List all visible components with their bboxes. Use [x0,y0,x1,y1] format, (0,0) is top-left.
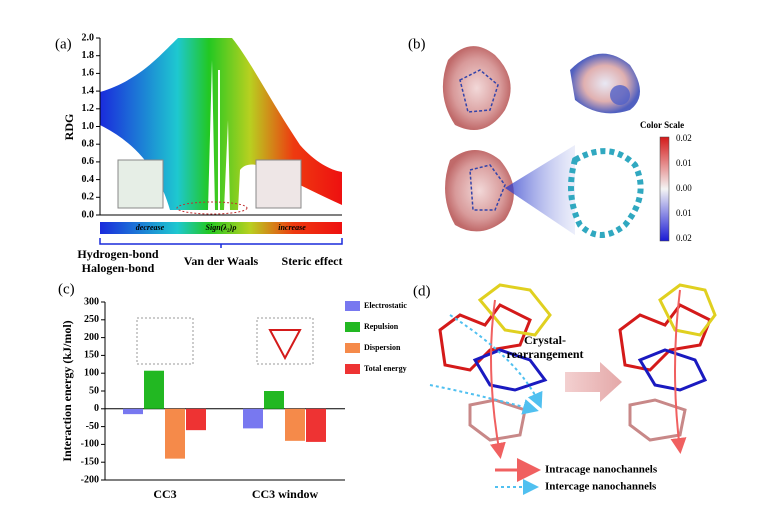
y-tick-label: 0.4 [82,174,95,185]
window-art [268,329,302,361]
x-tick-label: CC3 [153,487,176,501]
y-tick-label: -50 [86,421,99,432]
panel-label: (b) [408,36,426,52]
y-tick-label: -200 [81,474,99,485]
legend-swatch [345,322,360,332]
y-tick-label: 1.2 [82,103,95,114]
y-tick-label: -150 [81,456,99,467]
panel-label: (d) [413,283,431,299]
y-tick-label: 2.0 [82,32,95,43]
color-scale-label: 0.01 [676,158,692,168]
bar [243,408,263,429]
y-tick-label: 1.6 [82,68,95,79]
panel-label: (c) [58,281,75,297]
y-tick-label: 100 [84,367,99,378]
color-scale-label: 0.00 [676,183,692,193]
legend-swatch [345,301,360,311]
x-axis-label: Sign(λ₂)ρ [206,223,237,232]
legend-label: Repulsion [364,322,399,331]
color-scale-label: 0.02 [676,133,692,143]
color-strip [100,222,342,234]
y-tick-label: 1.8 [82,50,95,61]
y-tick-label: 300 [84,296,99,307]
y-tick-label: 200 [84,332,99,343]
bracket [99,238,343,248]
legend-label: Intercage nanochannels [545,481,657,493]
y-tick-label: -100 [81,439,99,450]
color-scale-label: 0.01 [676,208,692,218]
bar [123,408,143,415]
legend-label: Intracage nanochannels [545,464,658,476]
x-tick-label: CC3 window [252,487,319,501]
panel-label: (a) [55,36,72,52]
rdg-scatter-art [100,38,342,215]
bar [165,408,185,459]
panel-d-art [429,283,717,495]
y-tick-label: 0.6 [82,156,95,167]
bar [285,408,305,441]
y-tick-label: 0.0 [82,209,95,220]
y-tick-label: 50 [89,385,99,396]
inset [117,159,164,209]
y-tick-label: 150 [84,350,99,361]
bar [264,391,284,409]
legend-swatch [345,343,360,353]
legend-label: Total energy [364,364,407,373]
y-tick-label: 0 [94,403,99,414]
y-tick-label: 0.2 [82,192,95,203]
color-scale-label: 0.02 [676,233,692,243]
region-label: Hydrogen-bond Halogen-bond [77,247,158,275]
bar [144,370,164,409]
legend-label: Electrostatic [364,301,407,310]
y-tick-label: 1.4 [82,85,95,96]
bar [186,408,206,431]
molecule-art [256,317,314,365]
scale-label: increase [278,223,306,232]
legend-label: Dispersion [364,343,401,352]
y-axis-label: RDG [62,114,76,141]
region-label: Van der Waals [184,254,259,268]
molecule-art [136,317,194,365]
y-tick-label: 0.8 [82,138,95,149]
y-tick-label: 250 [84,314,99,325]
legend-swatch [345,364,360,374]
bar [306,408,326,442]
y-axis-label: Interaction energy (kJ/mol) [60,320,74,461]
panel-b-art [442,46,670,242]
process-label: Crystal-rearrangement [506,333,583,361]
color-scale-title: Color Scale [640,120,684,130]
scale-label: decrease [136,223,165,232]
vdw-region [176,201,248,215]
inset [255,159,302,209]
region-label: Steric effect [282,254,343,268]
y-tick-label: 1.0 [82,121,95,132]
